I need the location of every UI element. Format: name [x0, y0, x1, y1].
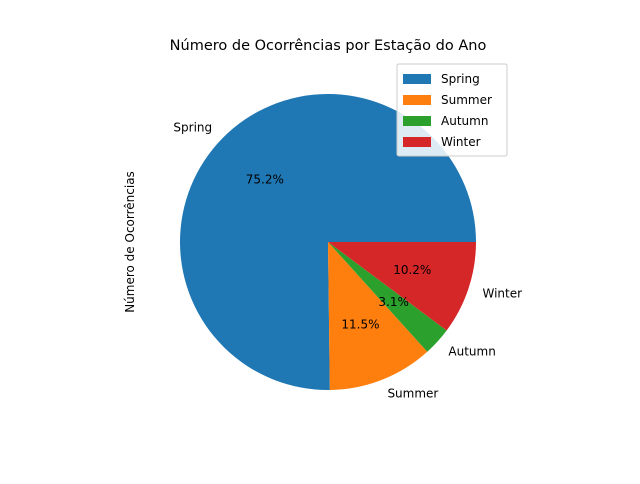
slice-label-spring: Spring	[173, 121, 212, 135]
chart-title: Número de Ocorrências por Estação do Ano	[170, 38, 487, 54]
pie-slice-spring	[179, 94, 476, 391]
slice-percent-autumn: 3.1%	[378, 295, 409, 309]
y-axis-label: Número de Ocorrências	[123, 171, 137, 313]
legend-swatch-summer	[403, 95, 431, 105]
legend-swatch-winter	[403, 137, 431, 147]
slice-label-autumn: Autumn	[448, 345, 495, 359]
legend-label-summer: Summer	[441, 93, 492, 107]
chart-legend: Spring Summer Autumn Winter	[396, 63, 508, 157]
legend-swatch-spring	[403, 74, 431, 84]
legend-label-autumn: Autumn	[441, 114, 488, 128]
legend-swatch-autumn	[403, 116, 431, 126]
legend-label-spring: Spring	[441, 72, 480, 86]
pie-slices	[179, 94, 476, 391]
slice-percent-summer: 11.5%	[341, 318, 379, 332]
slice-percent-spring: 75.2%	[246, 173, 284, 187]
pie-slice-autumn	[328, 242, 447, 352]
legend-frame	[396, 63, 508, 157]
pie-labels: Spring 75.2% Summer 11.5% Autumn 3.1% Winter 10…	[173, 121, 522, 401]
slice-label-winter: Winter	[483, 286, 523, 300]
pie-slice-winter	[328, 242, 476, 331]
slice-label-summer: Summer	[387, 387, 438, 401]
pie-slice-summer	[328, 242, 428, 390]
slice-percent-winter: 10.2%	[393, 263, 431, 277]
legend-label-winter: Winter	[441, 135, 481, 149]
